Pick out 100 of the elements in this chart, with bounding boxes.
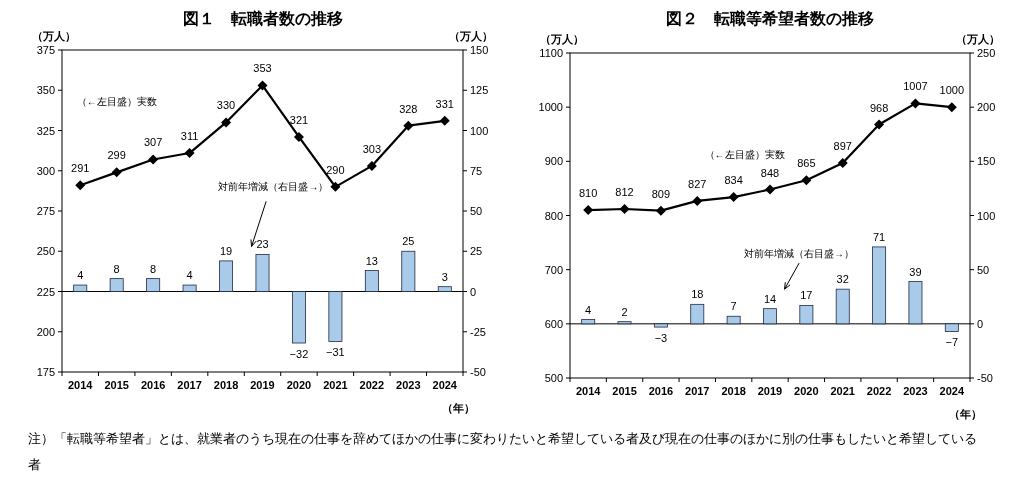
point — [257, 80, 268, 91]
data-label: 865 — [797, 157, 816, 170]
x-tick-label: 2021 — [323, 379, 348, 391]
x-tick-label: 2019 — [250, 379, 275, 391]
data-label: 328 — [399, 102, 418, 115]
point — [801, 175, 812, 186]
data-label: 290 — [326, 163, 345, 176]
bar — [255, 254, 270, 292]
data-label: 18 — [691, 288, 704, 301]
x-tick-label: 2015 — [104, 379, 129, 391]
point — [765, 184, 775, 195]
data-label: 23 — [256, 238, 269, 251]
x-tick-label: 2023 — [903, 385, 928, 397]
y2-tick-label: 25 — [470, 245, 483, 258]
data-label: 291 — [71, 162, 90, 175]
data-label: 311 — [180, 130, 199, 143]
y2-tick-label: -25 — [470, 325, 486, 338]
y-tick-label: 225 — [36, 285, 55, 298]
data-label: 7 — [730, 300, 737, 313]
data-label: 39 — [909, 265, 922, 278]
y-tick-label: 350 — [36, 84, 55, 97]
bar — [219, 260, 234, 292]
data-label: 321 — [289, 113, 309, 126]
data-label: 848 — [760, 166, 780, 179]
y-tick-label: 200 — [36, 325, 55, 338]
y2-tick-label: -50 — [977, 372, 993, 384]
data-label: 17 — [800, 289, 813, 302]
y-tick-label: 600 — [544, 317, 563, 330]
y-tick-label: 500 — [544, 372, 563, 384]
x-tick-label: 2019 — [757, 385, 783, 397]
y2-axis-title: （万人） — [956, 33, 1000, 46]
bar — [653, 323, 668, 328]
data-label: 809 — [651, 187, 671, 200]
bar — [401, 250, 416, 292]
text: 注）「転職等希望者」とは、就業者のうち現在の仕事を辞めてほかの仕事に変わりたいと希望している者及び現在の仕事のほかに別の仕事もしたいと希望している者 — [28, 430, 978, 474]
x-tick-label: 2020 — [794, 385, 819, 397]
bar — [726, 315, 741, 325]
bar — [872, 246, 887, 325]
point — [366, 160, 377, 171]
y2-tick-label: 0 — [470, 285, 477, 298]
data-label: 299 — [107, 149, 126, 162]
annotation: （←左目盛）実数 — [704, 149, 785, 160]
point — [692, 195, 703, 206]
bar — [763, 308, 777, 325]
point — [148, 154, 159, 165]
data-label: 2 — [621, 305, 628, 318]
point — [946, 102, 957, 113]
bar — [146, 278, 161, 292]
point — [874, 119, 885, 130]
data-label: 4 — [186, 269, 193, 282]
x-axis-title: （年） — [441, 402, 475, 415]
bar — [182, 284, 197, 292]
point — [111, 167, 122, 178]
point — [403, 120, 414, 131]
y2-tick-label: 50 — [470, 205, 483, 217]
point — [75, 180, 86, 191]
x-tick-label: 2016 — [140, 379, 166, 391]
annotation: （←左目盛）実数 — [76, 96, 157, 107]
y-tick-label: 275 — [36, 205, 55, 217]
data-label: 303 — [362, 142, 382, 155]
y-tick-label: 175 — [36, 366, 55, 378]
data-label: 330 — [216, 99, 236, 112]
bar — [581, 319, 596, 325]
point — [439, 115, 450, 126]
y2-tick-label: 75 — [470, 164, 483, 177]
point — [910, 98, 921, 109]
x-tick-label: 2022 — [866, 385, 892, 397]
data-label: 4 — [77, 269, 84, 282]
point — [330, 181, 341, 192]
data-label: 3 — [441, 270, 448, 283]
y2-axis-title: （万人） — [449, 30, 493, 43]
y2-tick-label: 200 — [977, 101, 996, 114]
y2-tick-label: 50 — [977, 263, 990, 276]
bar — [799, 305, 814, 325]
data-label: 4 — [585, 303, 592, 316]
x-tick-label: 2015 — [612, 385, 637, 397]
y2-tick-label: 0 — [977, 317, 984, 330]
data-label: 14 — [763, 292, 777, 305]
chart-title: 図２ 転職等希望者数の推移 — [666, 10, 874, 27]
y2-tick-label: 100 — [977, 209, 996, 222]
x-tick-label: 2018 — [213, 379, 239, 391]
y-tick-label: 1100 — [539, 47, 563, 59]
y2-tick-label: 150 — [470, 44, 489, 56]
x-tick-label: 2014 — [575, 385, 602, 397]
chart-title: 図１ 転職者数の推移 — [182, 10, 343, 27]
y2-tick-label: -50 — [470, 366, 486, 378]
bar — [690, 303, 705, 325]
y2-tick-label: 100 — [470, 124, 489, 137]
data-label: 25 — [402, 235, 415, 248]
bar — [328, 291, 343, 342]
point — [293, 131, 304, 142]
data-label: −32 — [289, 348, 309, 361]
x-tick-label: 2020 — [286, 379, 312, 391]
bar — [364, 270, 379, 292]
y-tick-label: 700 — [544, 263, 563, 276]
data-label: 812 — [615, 186, 634, 198]
bar — [617, 321, 632, 325]
data-label: 353 — [253, 62, 272, 75]
x-tick-label: 2024 — [432, 379, 458, 391]
x-tick-label: 2014 — [67, 379, 94, 391]
